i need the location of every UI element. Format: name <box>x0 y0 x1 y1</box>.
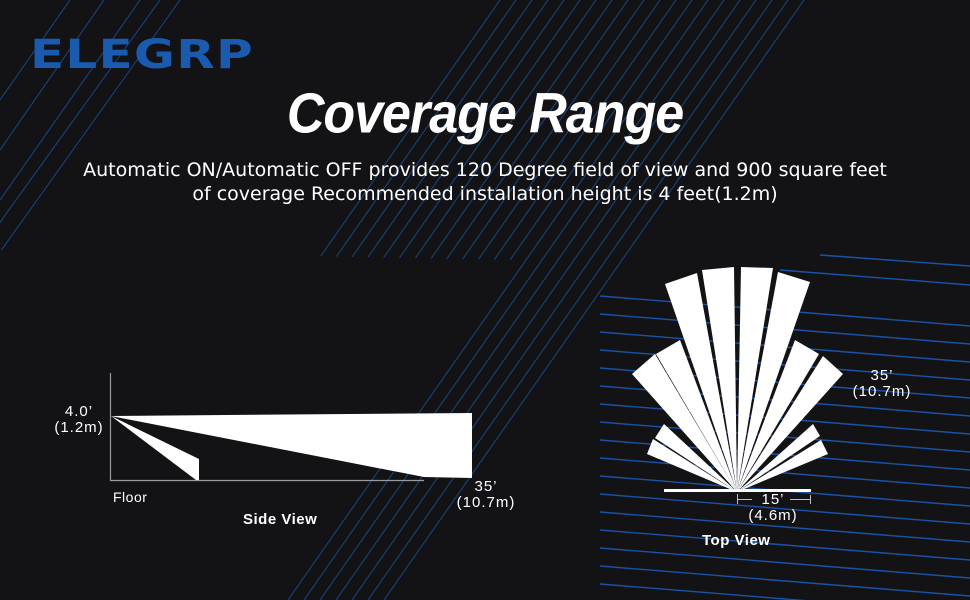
range-ft: 35’ <box>474 478 498 495</box>
height-ft: 4.0’ <box>64 403 94 420</box>
short-range-m: (4.6m) <box>748 507 798 524</box>
side-view-short-beam <box>111 416 199 480</box>
side-view-floor-label: Floor <box>113 489 148 505</box>
top-view-wedge-mid-right-1 <box>737 340 819 492</box>
side-view-title: Side View <box>243 511 318 528</box>
side-view-height-label: 4.0’ (1.2m) <box>50 404 108 436</box>
side-view-diagram <box>109 373 472 482</box>
top-view-wedge-short-left-1 <box>655 424 737 492</box>
top-view-long-range-label: 35’ (10.7m) <box>844 368 920 400</box>
brand-logo: ELEGRP <box>30 32 254 78</box>
subtitle-line-2: of coverage Recommended installation hei… <box>192 183 778 205</box>
long-range-ft: 35’ <box>870 367 894 384</box>
top-view-short-range-label: 15’ (4.6m) <box>740 492 806 524</box>
top-view-baseline <box>664 489 811 492</box>
top-view-wedge-long-1 <box>665 273 737 492</box>
range-m: (10.7m) <box>456 494 516 511</box>
page-title: Coverage Range <box>286 82 684 146</box>
top-view-wedge-mid-left-2 <box>632 354 737 492</box>
top-view-wedge-short-right-1 <box>737 424 820 492</box>
long-range-m: (10.7m) <box>852 383 912 400</box>
top-view-wedge-mid-left-1 <box>656 340 737 492</box>
top-view-wedge-long-2 <box>702 267 737 492</box>
height-m: (1.2m) <box>54 419 104 436</box>
top-view-wedge-long-3 <box>737 267 773 492</box>
side-view-range-label: 35’ (10.7m) <box>450 479 522 511</box>
short-range-ft: 15’ <box>761 491 785 508</box>
side-view-long-beam <box>111 413 472 478</box>
subtitle: Automatic ON/Automatic OFF provides 120 … <box>0 158 970 206</box>
top-view-wedge-long-4 <box>737 272 810 492</box>
top-view-wedge-short-right-2 <box>737 440 828 492</box>
subtitle-line-1: Automatic ON/Automatic OFF provides 120 … <box>83 159 887 181</box>
top-view-wedge-short-left-2 <box>647 439 737 492</box>
top-view-dimension-line <box>737 494 811 504</box>
top-view-title: Top View <box>702 532 771 549</box>
top-view-wedge-mid-right-2 <box>737 356 843 492</box>
top-view-diagram <box>632 267 843 504</box>
